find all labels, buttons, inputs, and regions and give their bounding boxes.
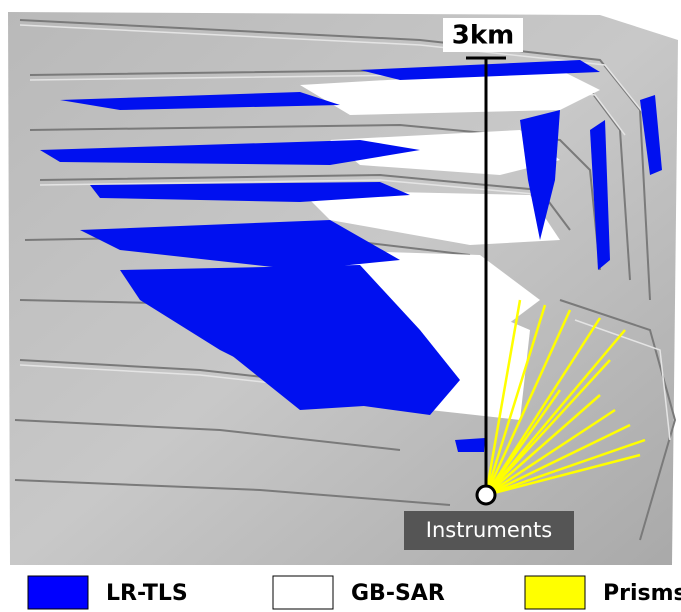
legend-label: Prisms: [603, 581, 681, 606]
legend-label: GB-SAR: [351, 581, 445, 606]
scale-label: 3km: [452, 21, 514, 51]
legend: LR-TLS GB-SAR Prisms: [28, 576, 681, 609]
legend-swatch: [525, 576, 585, 609]
figure: 3km Instruments LR-TLS GB-SAR Prisms: [0, 0, 681, 612]
legend-swatch: [28, 576, 88, 609]
legend-label: LR-TLS: [106, 581, 188, 606]
instrument-label: Instruments: [426, 518, 552, 542]
legend-swatch: [273, 576, 333, 609]
